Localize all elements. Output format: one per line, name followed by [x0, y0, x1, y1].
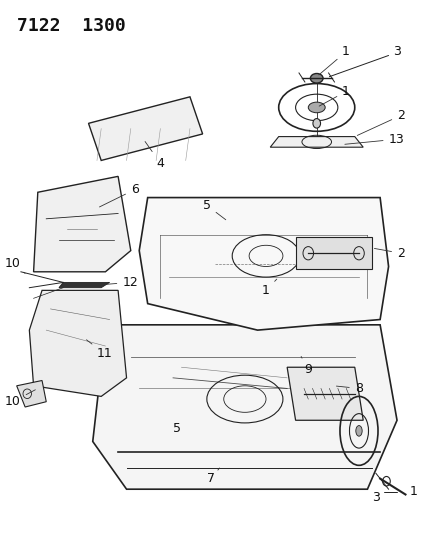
Text: 9: 9 [301, 357, 312, 376]
Polygon shape [30, 290, 127, 397]
Text: 7122  1300: 7122 1300 [17, 17, 125, 35]
Polygon shape [33, 176, 131, 272]
Ellipse shape [356, 425, 362, 436]
Text: 10: 10 [5, 257, 25, 273]
Ellipse shape [310, 74, 323, 83]
Polygon shape [287, 367, 363, 420]
Ellipse shape [308, 102, 325, 113]
Text: 12: 12 [100, 276, 138, 289]
Text: 10: 10 [5, 390, 36, 408]
Text: 3: 3 [372, 491, 380, 504]
Polygon shape [296, 237, 372, 269]
Text: 2: 2 [357, 109, 405, 135]
Ellipse shape [313, 118, 321, 128]
Text: 8: 8 [336, 382, 363, 395]
Text: 2: 2 [374, 247, 405, 260]
Text: 5: 5 [203, 199, 226, 220]
Text: 1: 1 [319, 45, 350, 75]
Text: 1: 1 [262, 279, 277, 297]
Polygon shape [270, 136, 363, 147]
Polygon shape [17, 381, 46, 407]
Text: 11: 11 [86, 340, 113, 360]
Polygon shape [139, 198, 389, 330]
Text: 6: 6 [99, 183, 139, 207]
Polygon shape [59, 282, 110, 288]
Text: 4: 4 [145, 141, 164, 169]
Text: 5: 5 [173, 422, 181, 435]
Text: 13: 13 [345, 133, 404, 146]
Polygon shape [93, 325, 397, 489]
Text: 1: 1 [410, 486, 418, 498]
Text: 3: 3 [393, 45, 401, 58]
Text: 1: 1 [319, 85, 350, 106]
Polygon shape [89, 97, 202, 160]
Text: 7: 7 [207, 468, 220, 485]
